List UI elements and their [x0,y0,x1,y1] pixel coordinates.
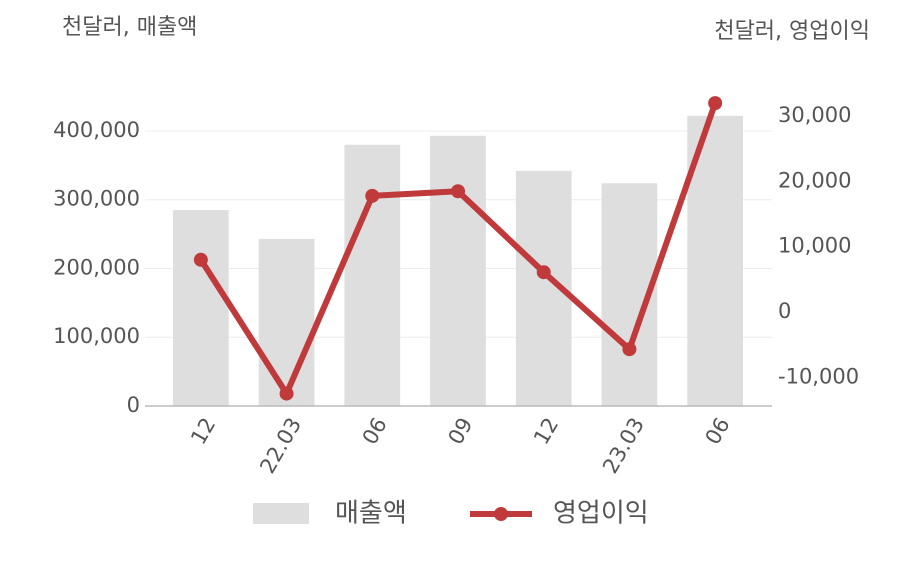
y-tick-label: 0 [127,393,140,417]
x-tick-label: 22.03 [255,414,306,478]
x-tick-label: 12 [186,414,220,449]
line-point [451,184,465,199]
line-point [536,265,551,280]
x-tick-label: 12 [529,414,563,449]
line-point [193,252,208,267]
y2-tick-label: 20,000 [778,168,851,192]
x-tick-label: 06 [358,414,392,449]
legend-swatch [494,507,508,521]
x-tick-label: 06 [701,414,735,449]
y2-tick-label: 0 [778,299,791,323]
line-point [365,188,380,203]
bar [258,238,315,406]
legend-label: 매출액 [335,499,407,529]
y-tick-label: 200,000 [53,255,140,279]
y-tick-label: 100,000 [53,324,140,348]
bar [344,144,401,406]
line-point [708,96,723,111]
x-tick-label: 23.03 [598,414,649,478]
y-axis-title: 천달러, 매출액 [62,15,197,40]
bar [173,210,229,406]
legend-swatch [253,503,309,524]
y2-tick-label: 10,000 [778,234,851,258]
y-tick-label: 300,000 [53,187,140,211]
y2-tick-label: -10,000 [778,364,859,388]
line-point [279,386,294,401]
bar [430,135,486,407]
y-tick-label: 400,000 [53,118,140,142]
line-point [622,342,637,357]
y2-tick-label: 30,000 [778,103,851,127]
y2-axis-title: 천달러, 영업이익 [714,19,870,44]
x-tick-label: 09 [443,414,477,449]
legend-label: 영업이익 [553,499,649,529]
